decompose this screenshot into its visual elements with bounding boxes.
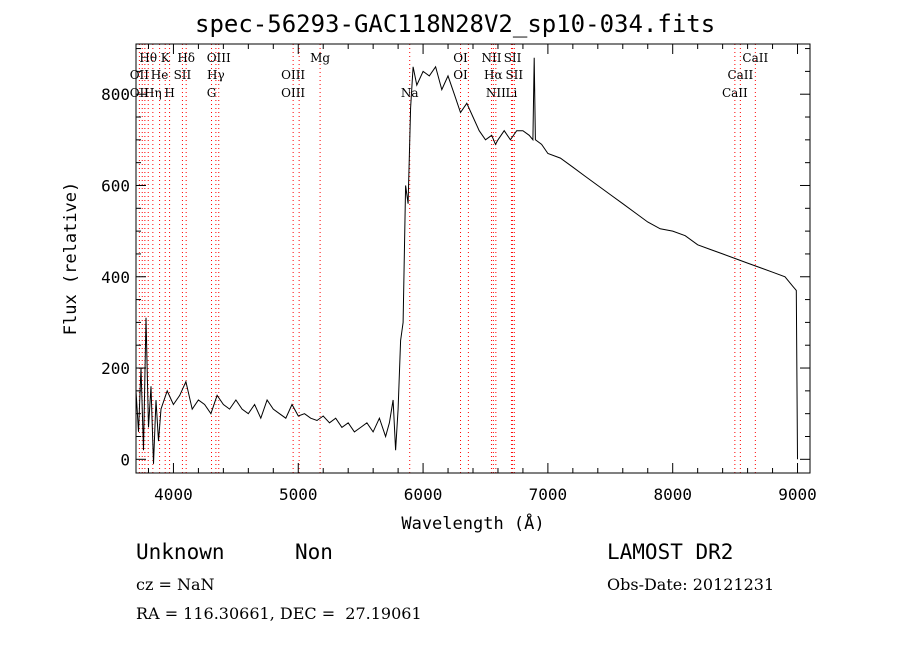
x-tick-label: 9000 bbox=[778, 485, 817, 504]
line-marker-label: K bbox=[161, 51, 171, 65]
line-marker-label: SII bbox=[505, 68, 523, 82]
plot-frame bbox=[135, 43, 811, 474]
y-tick-label: 600 bbox=[101, 176, 130, 195]
emission-line-markers bbox=[138, 44, 756, 473]
line-marker-label: Hδ bbox=[177, 51, 195, 65]
line-marker-label: NII bbox=[486, 86, 506, 100]
line-marker-label: OI bbox=[453, 51, 468, 65]
coordinates-text: RA = 116.30661, DEC = 27.19061 bbox=[136, 604, 422, 623]
line-marker-label: Hγ bbox=[207, 68, 225, 82]
redshift-text: cz = NaN bbox=[136, 575, 215, 594]
y-tick-label: 0 bbox=[120, 450, 130, 469]
y-tick-label: 800 bbox=[101, 85, 130, 104]
line-marker-label: SII bbox=[504, 51, 522, 65]
line-marker-label: OI bbox=[453, 68, 468, 82]
line-marker-label: OII bbox=[130, 86, 150, 100]
line-marker-label: He bbox=[151, 68, 169, 82]
x-tick-label: 7000 bbox=[529, 485, 568, 504]
y-axis-label: Flux (relative) bbox=[61, 182, 81, 336]
x-tick-label: 4000 bbox=[154, 485, 193, 504]
x-tick-label: 5000 bbox=[279, 485, 318, 504]
line-marker-label: CaII bbox=[722, 86, 748, 100]
y-axis-ticks: 0 200 400 600 800 bbox=[101, 48, 810, 469]
line-marker-label: Mg bbox=[310, 51, 330, 65]
x-axis-ticks: 4000 5000 6000 7000 8000 9000 bbox=[147, 44, 817, 504]
subclass-label: Non bbox=[295, 540, 333, 564]
line-marker-label: NII bbox=[481, 51, 501, 65]
y-tick-label: 200 bbox=[101, 359, 130, 378]
line-marker-label: G bbox=[207, 86, 217, 100]
line-marker-label: CaII bbox=[727, 68, 753, 82]
line-marker-label: OIII bbox=[281, 68, 305, 82]
line-marker-label: OIII bbox=[207, 51, 231, 65]
class-label: Unknown bbox=[136, 540, 225, 564]
x-tick-label: 8000 bbox=[653, 485, 692, 504]
line-marker-label: CaII bbox=[742, 51, 768, 65]
line-marker-label: Na bbox=[401, 86, 419, 100]
line-marker-label: OIII bbox=[281, 86, 305, 100]
chart-title: spec-56293-GAC118N28V2_sp10-034.fits bbox=[195, 10, 716, 38]
line-marker-label: Li bbox=[506, 86, 518, 100]
obs-date-text: Obs-Date: 20121231 bbox=[607, 575, 775, 594]
spectrum-line bbox=[135, 57, 798, 464]
line-marker-label: SII bbox=[174, 68, 192, 82]
y-tick-label: 400 bbox=[101, 268, 130, 287]
line-marker-label: Hα bbox=[484, 68, 503, 82]
x-tick-label: 6000 bbox=[404, 485, 443, 504]
line-marker-label: Hη bbox=[144, 86, 162, 100]
line-marker-label: H bbox=[164, 86, 174, 100]
line-marker-label: OII bbox=[130, 68, 150, 82]
line-marker-label: Hθ bbox=[139, 51, 157, 65]
survey-label: LAMOST DR2 bbox=[607, 540, 734, 564]
x-axis-label: Wavelength (Å) bbox=[401, 512, 544, 534]
